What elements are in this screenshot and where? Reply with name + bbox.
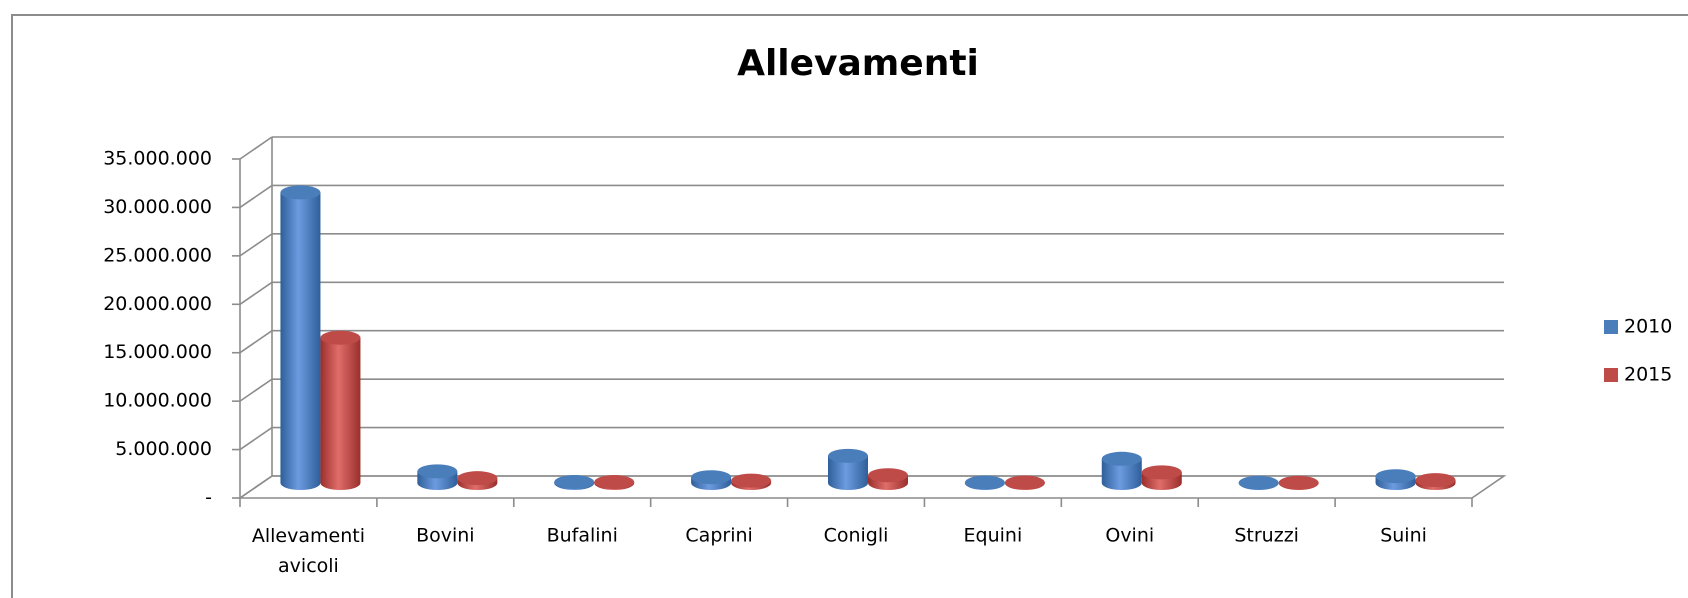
x-tick-label: Bufalini (547, 525, 618, 547)
grid-line (239, 475, 273, 499)
bar-top (1238, 475, 1279, 490)
bar-top (417, 464, 458, 479)
chart-border (11, 14, 1688, 598)
x-tick-label: Suini (1380, 525, 1427, 547)
x-tick-label: Bovini (416, 525, 475, 547)
bar-top (594, 475, 635, 490)
bar-top (280, 185, 321, 200)
x-tick-label: Allevamenti avicoli (252, 525, 365, 577)
grid-line (239, 378, 273, 402)
grid-line (239, 136, 273, 160)
y-tick-label: 15.000.000 (103, 341, 212, 363)
bar-top (554, 475, 595, 490)
x-tick-label: Struzzi (1234, 525, 1299, 547)
legend-swatch (1604, 368, 1618, 382)
grid-line (239, 330, 273, 354)
x-tick-label: Conigli (824, 525, 889, 547)
bar-top (731, 473, 772, 488)
y-tick-label: 35.000.000 (103, 148, 212, 170)
y-tick-label: 30.000.000 (103, 196, 212, 218)
legend-swatch (1604, 320, 1618, 334)
bar-top (320, 330, 361, 345)
bar-top (1141, 465, 1182, 480)
grid-line (239, 426, 273, 451)
bar-top (828, 448, 868, 463)
y-tick-label: 5.000.000 (115, 438, 212, 460)
x-tick-label: Ovini (1105, 525, 1154, 547)
bar-top (1415, 473, 1456, 488)
x-tick-label: Caprini (685, 525, 752, 547)
x-tick-label: Equini (964, 525, 1023, 547)
legend-label: 2015 (1624, 364, 1672, 386)
bar (320, 337, 361, 483)
bar-top (1004, 475, 1045, 490)
bar-top (457, 471, 498, 486)
y-tick-label: 25.000.000 (103, 244, 212, 266)
grid-line (239, 281, 273, 305)
bar-top (868, 468, 908, 483)
grid-line (239, 184, 273, 209)
grid-line (239, 233, 273, 257)
bar-top (691, 470, 732, 485)
legend-label: 2010 (1624, 316, 1672, 338)
y-tick-label: - (205, 487, 212, 509)
bar-top (964, 475, 1005, 490)
bar (280, 192, 321, 483)
bar-top (1375, 469, 1416, 484)
y-tick-label: 20.000.000 (103, 293, 212, 315)
y-tick-label: 10.000.000 (103, 390, 212, 412)
bar-top (1278, 475, 1319, 490)
bar-top (1101, 451, 1142, 466)
chart-title: Allevamenti (737, 43, 979, 84)
